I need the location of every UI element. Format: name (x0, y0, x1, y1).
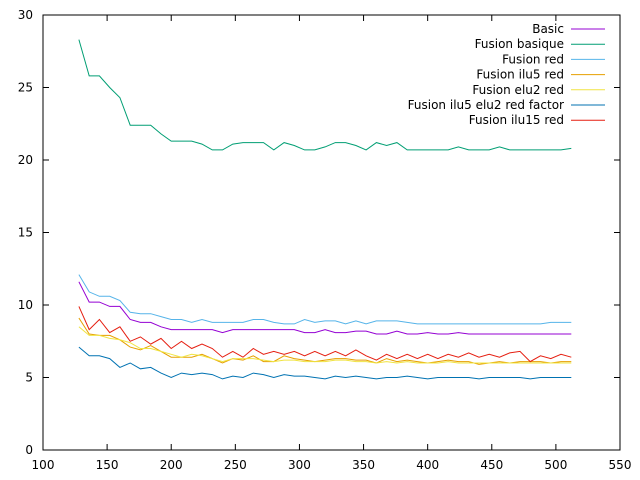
x-tick-label: 300 (288, 458, 311, 472)
y-axis: 0 5 10 15 20 25 30 (18, 8, 620, 457)
y-tick-label: 10 (18, 298, 33, 312)
series-line-2 (78, 39, 572, 151)
series-line-6 (78, 346, 572, 380)
x-tick-label: 200 (160, 458, 183, 472)
y-tick-label: 30 (18, 8, 33, 22)
y-tick-label: 15 (18, 226, 33, 240)
x-tick-label: 350 (352, 458, 375, 472)
x-tick-label: 150 (96, 458, 119, 472)
legend-label: Fusion ilu5 red (476, 68, 564, 82)
legend-label: Fusion elu2 red (472, 83, 564, 97)
series-line-1 (78, 281, 572, 335)
y-tick-label: 25 (18, 81, 33, 95)
legend-label: Fusion ilu15 red (469, 113, 564, 127)
x-tick-label: 500 (544, 458, 567, 472)
series-line-7 (78, 306, 572, 363)
legend-label: Fusion red (502, 52, 564, 66)
series-lines (78, 39, 572, 380)
x-axis: 100 150 200 250 300 350 400 450 500 550 (32, 15, 632, 472)
series-line-3 (78, 274, 572, 325)
legend-label: Basic (532, 22, 564, 36)
legend-label: Fusion ilu5 elu2 red factor (408, 98, 564, 112)
x-tick-label: 550 (609, 458, 632, 472)
series-line-5 (78, 326, 572, 364)
y-tick-label: 0 (25, 443, 33, 457)
x-tick-label: 100 (32, 458, 55, 472)
series-line-4 (78, 317, 572, 365)
legend-label: Fusion basique (475, 37, 564, 51)
x-tick-label: 250 (224, 458, 247, 472)
y-tick-label: 5 (25, 371, 33, 385)
x-tick-label: 450 (480, 458, 503, 472)
x-tick-label: 400 (416, 458, 439, 472)
y-tick-label: 20 (18, 153, 33, 167)
